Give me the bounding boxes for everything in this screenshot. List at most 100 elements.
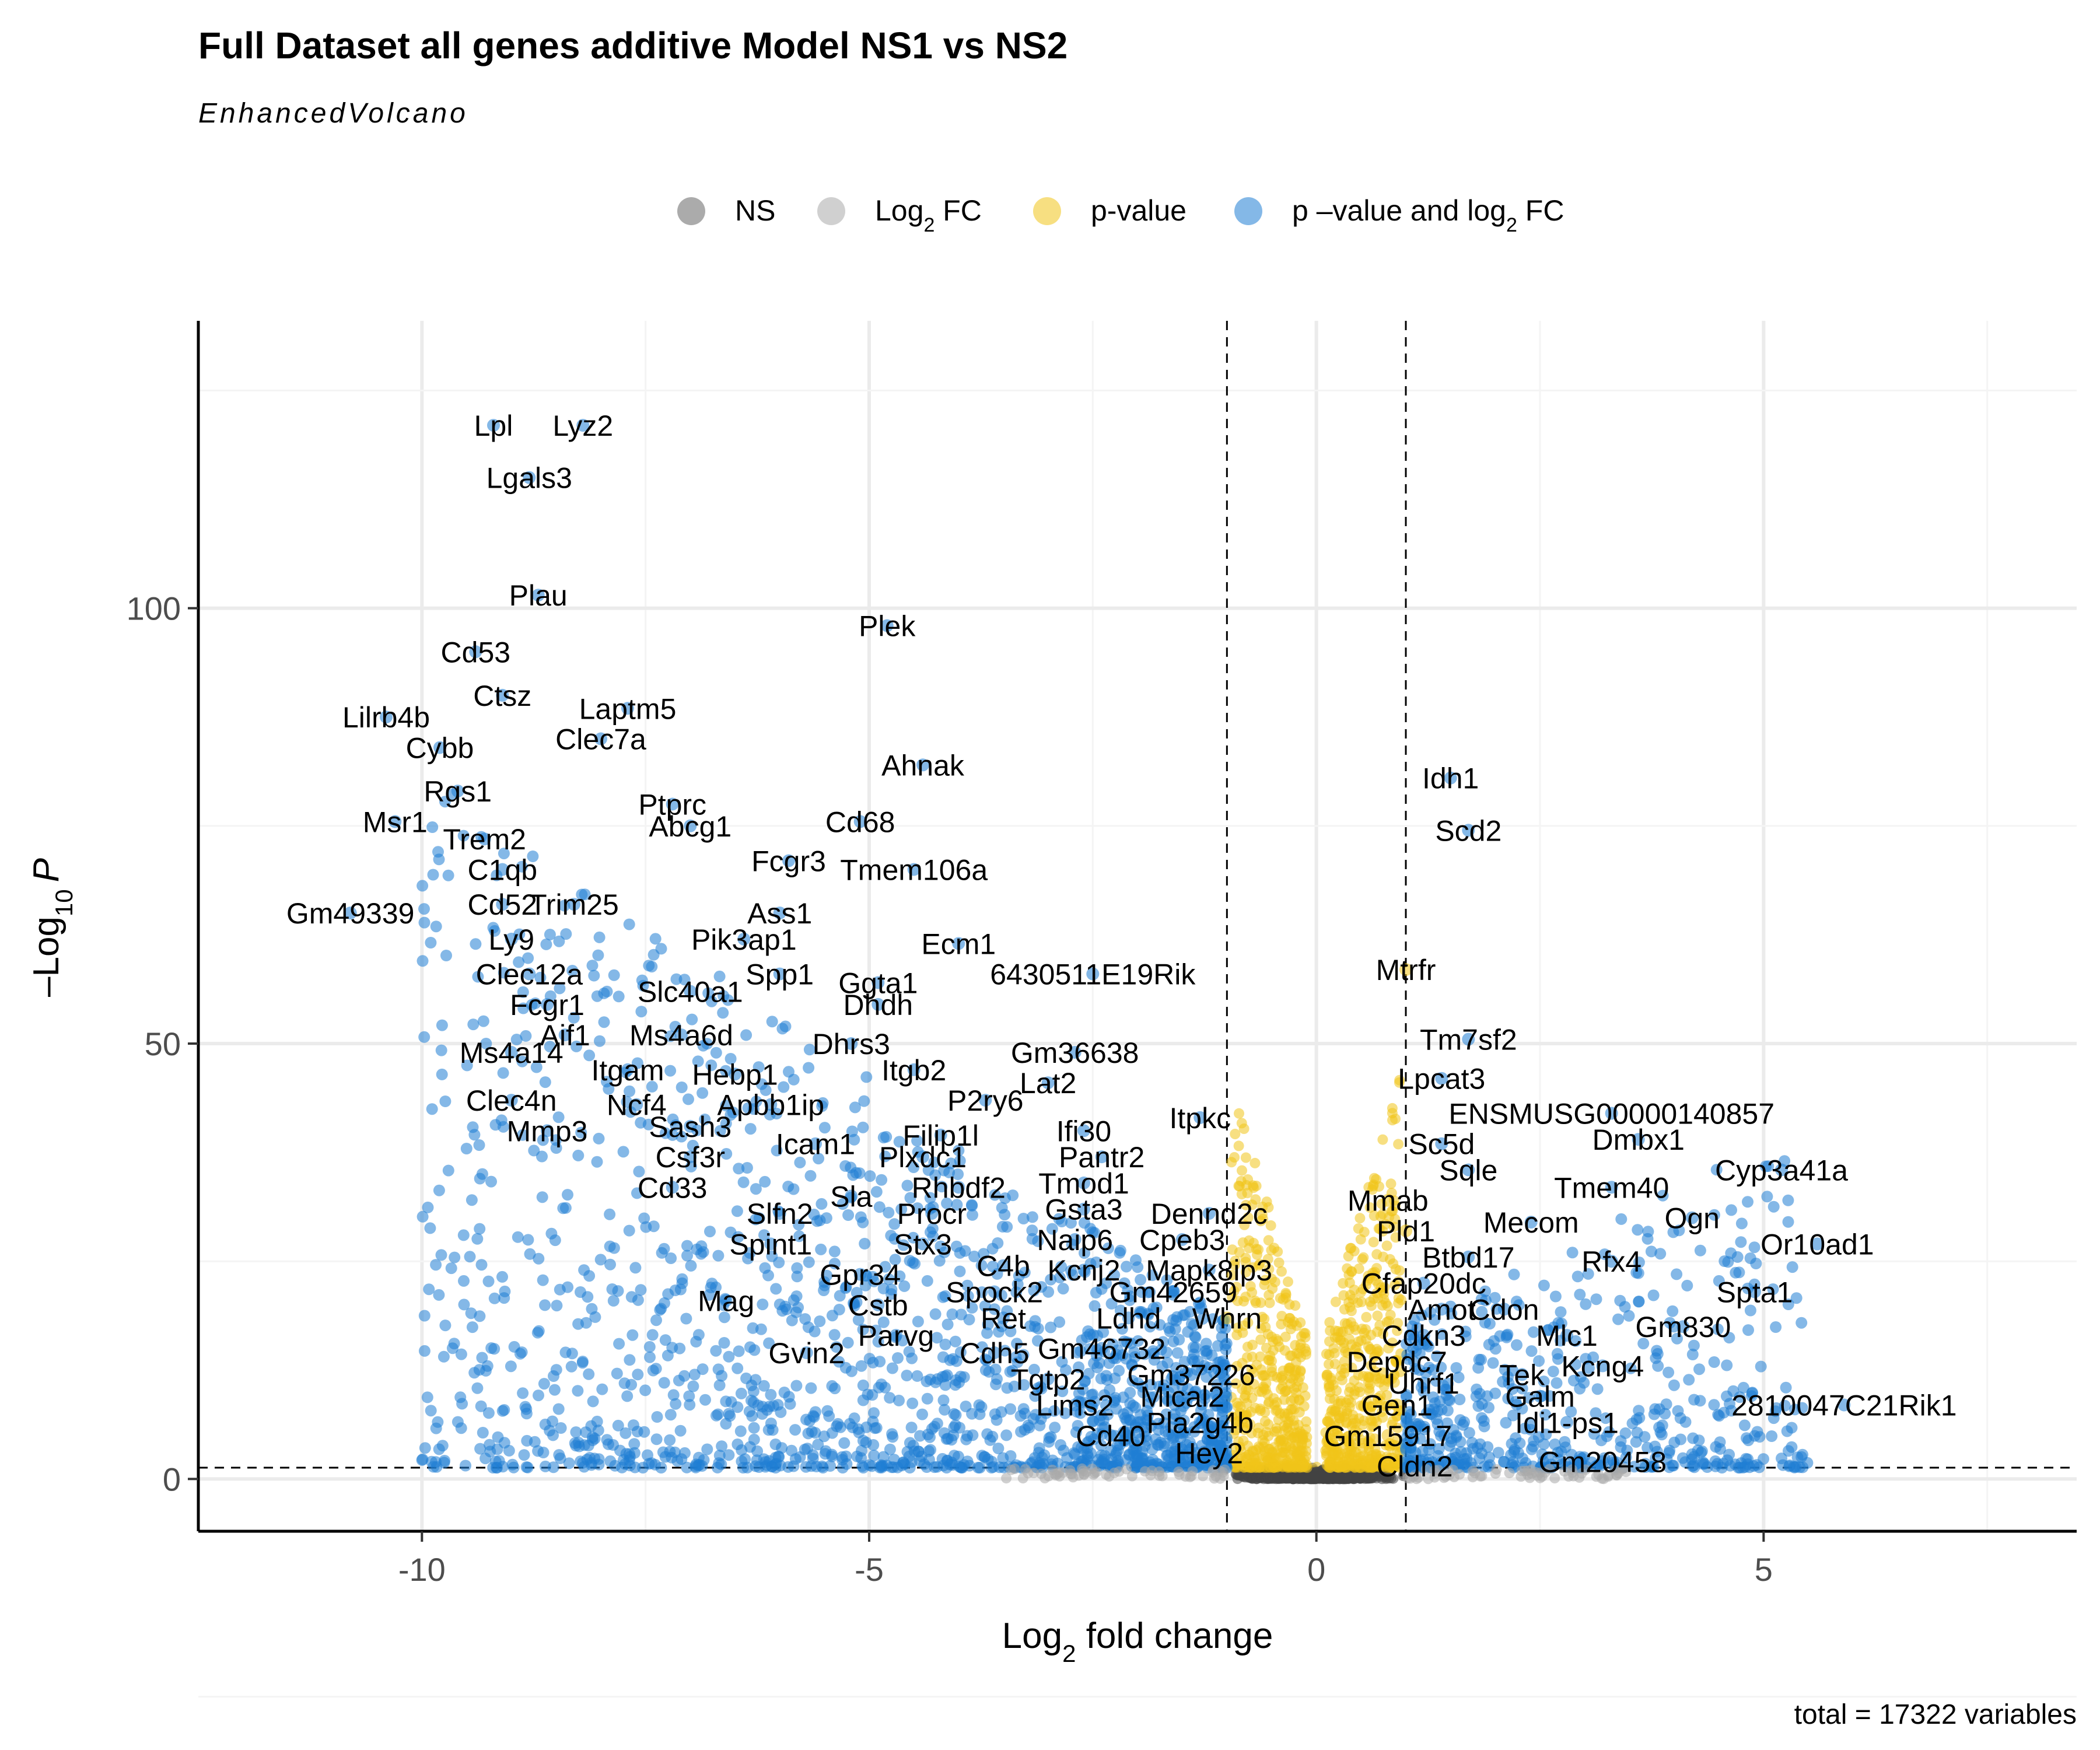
- point: [1046, 1223, 1058, 1235]
- point: [786, 1314, 798, 1326]
- point: [828, 1245, 841, 1258]
- point: [1264, 1396, 1275, 1408]
- point: [673, 1374, 685, 1387]
- point: [803, 1062, 815, 1074]
- point: [1095, 1439, 1107, 1451]
- point: [1348, 1321, 1359, 1332]
- point: [720, 1418, 732, 1430]
- point: [1242, 1317, 1254, 1328]
- y-tick-label: 50: [145, 1026, 181, 1062]
- point: [482, 1275, 495, 1287]
- point: [1005, 1403, 1017, 1415]
- point: [789, 1424, 802, 1436]
- point: [1259, 1275, 1270, 1286]
- y-axis-title-prefix: –Log: [26, 916, 66, 997]
- point: [906, 1352, 918, 1364]
- point: [1230, 1129, 1241, 1139]
- legend-key: [1234, 197, 1262, 225]
- point: [670, 1398, 682, 1410]
- point: [1271, 1423, 1282, 1434]
- point: [785, 1444, 797, 1457]
- point: [757, 1401, 769, 1413]
- gene-label: Lpcat3: [1398, 1063, 1485, 1096]
- point: [1631, 1427, 1643, 1438]
- point: [448, 1338, 460, 1350]
- point: [857, 1462, 869, 1474]
- point: [1339, 1367, 1350, 1378]
- point: [1364, 1462, 1376, 1473]
- point: [1056, 1385, 1069, 1398]
- point: [1380, 1298, 1391, 1309]
- point: [1028, 1468, 1039, 1478]
- point: [617, 1146, 629, 1158]
- point: [643, 960, 655, 972]
- point: [1236, 1189, 1247, 1200]
- point: [586, 1303, 598, 1315]
- point: [1679, 1456, 1691, 1468]
- grid: [197, 321, 2077, 1698]
- point: [723, 1408, 735, 1420]
- point: [632, 1368, 644, 1381]
- point: [548, 1370, 559, 1382]
- point: [1255, 1334, 1266, 1345]
- point: [433, 1289, 445, 1301]
- legend-label: p –value and log2 FC: [1292, 194, 1564, 236]
- legend-label-main: Log: [875, 194, 923, 227]
- point: [939, 1338, 951, 1350]
- point: [1263, 1354, 1274, 1366]
- point: [650, 1433, 663, 1446]
- point: [520, 1408, 533, 1420]
- caption: total = 17322 variables: [1794, 1699, 2077, 1730]
- point: [804, 1170, 817, 1182]
- point: [1127, 1399, 1139, 1412]
- point: [559, 1202, 572, 1214]
- point: [750, 1460, 762, 1472]
- point: [1694, 1395, 1706, 1407]
- point: [701, 1443, 713, 1455]
- point: [612, 1419, 624, 1432]
- plot-panel: Lpl Lyz2 Lgals3 Plau Cd53 Plek Ctsz Laptm5 Lilrb…: [197, 321, 2077, 1698]
- point: [1672, 1405, 1684, 1417]
- point: [618, 1454, 630, 1466]
- point: [783, 1391, 795, 1403]
- point: [1346, 1339, 1357, 1350]
- point: [942, 1318, 954, 1331]
- point: [1781, 1425, 1793, 1437]
- point: [650, 1314, 662, 1326]
- point: [1742, 1196, 1754, 1208]
- point: [539, 1299, 551, 1311]
- point: [628, 1419, 639, 1432]
- x-tick-label: -5: [855, 1551, 884, 1588]
- point: [984, 1434, 996, 1446]
- point: [1261, 1342, 1272, 1353]
- point: [939, 1290, 951, 1302]
- point: [999, 1345, 1011, 1357]
- point: [589, 1452, 601, 1465]
- gene-label: Scd2: [1435, 814, 1502, 847]
- gene-label: Ecm1: [921, 928, 996, 960]
- point: [1574, 1382, 1586, 1395]
- point: [1360, 1334, 1371, 1345]
- point: [1255, 1351, 1266, 1362]
- point: [1257, 1201, 1268, 1212]
- point: [1735, 1236, 1747, 1248]
- point: [594, 1254, 607, 1266]
- point: [791, 1270, 803, 1283]
- point: [1373, 1279, 1384, 1290]
- point: [1368, 1210, 1380, 1221]
- point: [1284, 1350, 1296, 1362]
- point: [886, 1428, 898, 1440]
- point: [1045, 1273, 1057, 1286]
- gene-label: Slfn2: [747, 1198, 813, 1230]
- point: [1345, 1242, 1356, 1254]
- gene-label: Pik3ap1: [691, 923, 797, 956]
- point: [733, 1345, 745, 1357]
- point: [1742, 1324, 1754, 1336]
- point: [901, 1446, 914, 1458]
- point: [664, 1065, 677, 1077]
- gene-label: Cd40: [1076, 1420, 1146, 1452]
- point: [1335, 1335, 1346, 1346]
- point: [868, 1450, 880, 1462]
- point: [826, 1310, 838, 1322]
- point: [1238, 1410, 1250, 1421]
